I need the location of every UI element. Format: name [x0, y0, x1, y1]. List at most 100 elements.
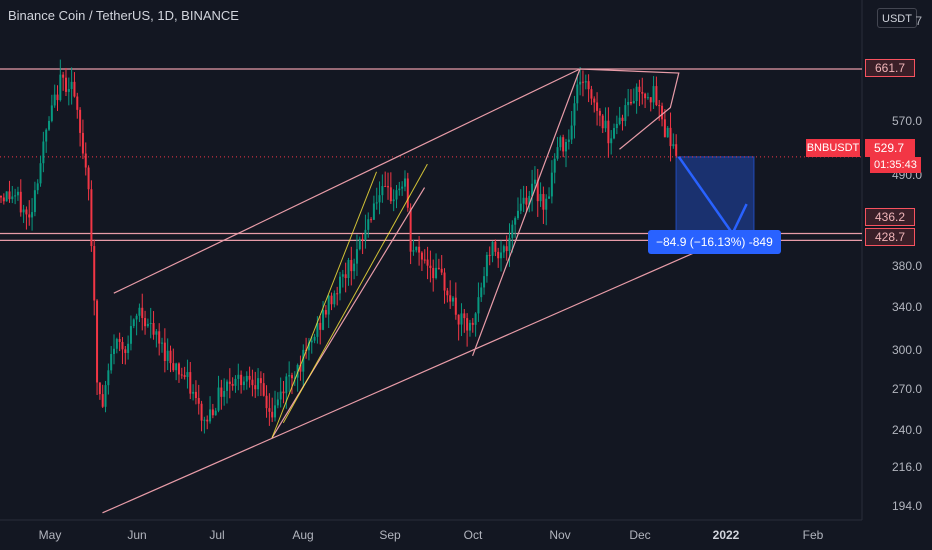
candle-body: [59, 74, 62, 101]
candle-body: [118, 339, 121, 342]
candle-body: [50, 105, 53, 121]
candle-body: [152, 323, 155, 335]
candle-body: [539, 194, 542, 202]
candle-body: [73, 81, 76, 97]
candle-body: [113, 348, 115, 355]
candle-body: [70, 81, 73, 90]
candle-body: [491, 241, 494, 256]
candle-body: [474, 313, 477, 325]
currency-button[interactable]: USDT: [877, 8, 917, 28]
candle-body: [200, 403, 203, 421]
candle-body: [514, 218, 517, 225]
candle-body: [259, 378, 262, 384]
candle-body: [282, 391, 285, 394]
candle-body: [53, 94, 56, 106]
candle-body: [163, 342, 166, 361]
candle-body: [16, 191, 19, 196]
candle-body: [446, 290, 449, 296]
candle-body: [613, 128, 616, 139]
candle-body: [339, 276, 341, 294]
candle-body: [84, 153, 87, 168]
candle-body: [127, 343, 130, 353]
y-axis-tick-label: 570.0: [891, 114, 922, 128]
candle-body: [56, 94, 59, 101]
candle-countdown: 01:35:43: [870, 157, 921, 173]
current-price-label: 529.7: [865, 139, 915, 157]
candle-body: [98, 382, 101, 395]
candle-body: [437, 267, 440, 269]
candle-body: [621, 117, 624, 121]
candle-body: [488, 254, 491, 256]
candle-body: [573, 103, 576, 126]
candle-body: [522, 197, 525, 204]
candle-body: [2, 197, 5, 202]
candle-body: [618, 117, 621, 124]
candle-body: [598, 110, 601, 116]
candle-body: [33, 190, 36, 213]
candle-body: [31, 212, 34, 218]
candle-body: [110, 354, 113, 371]
candle-body: [429, 265, 432, 268]
candle-body: [138, 307, 141, 316]
candle-body: [590, 89, 593, 99]
candle-body: [381, 186, 384, 196]
candle-body: [166, 350, 169, 361]
candle-body: [274, 405, 277, 418]
candle-body: [104, 385, 107, 407]
candle-body: [121, 341, 124, 350]
candle-body: [302, 349, 305, 372]
candle-body: [288, 375, 291, 377]
x-axis-label: Feb: [802, 528, 824, 542]
candle-body: [344, 274, 347, 279]
candle-body: [28, 214, 31, 218]
candle-body: [279, 391, 282, 400]
x-axis-label: Dec: [629, 528, 651, 542]
candle-body: [516, 210, 519, 219]
candle-body: [42, 141, 45, 164]
candle-body: [262, 383, 265, 396]
candle-body: [480, 287, 483, 298]
candle-body: [158, 331, 161, 344]
candle-body: [638, 86, 641, 93]
trendline-upper-wedge-rise: [271, 187, 426, 439]
candle-body: [333, 293, 336, 305]
support-bottom-price-label: 428.7: [865, 228, 915, 246]
wedge-line: [271, 171, 377, 438]
resistance-price-label: 661.7: [865, 59, 915, 77]
x-axis-label: Jul: [209, 528, 225, 542]
candle-body: [124, 349, 127, 353]
candle-body: [203, 419, 206, 421]
candle-body: [471, 322, 474, 325]
candle-body: [5, 191, 8, 202]
candle-body: [240, 374, 243, 386]
candle-body: [234, 378, 237, 386]
candle-body: [276, 399, 279, 406]
candle-body: [483, 276, 486, 288]
candle-body: [593, 98, 596, 103]
candle-body: [144, 318, 147, 327]
candle-body: [161, 342, 164, 344]
candle-body: [398, 188, 401, 191]
candle-body: [454, 297, 457, 315]
candle-body: [81, 132, 84, 154]
candle-body: [19, 191, 22, 213]
chart-title: Binance Coin / TetherUS, 1D, BINANCE: [8, 8, 239, 23]
candle-body: [553, 158, 556, 173]
candle-body: [500, 252, 503, 259]
candle-body: [67, 89, 70, 92]
candle-body: [257, 378, 260, 390]
candle-body: [581, 81, 584, 83]
trendline-channel-upper: [113, 68, 581, 294]
symbol-badge: BNBUSDT: [806, 139, 860, 157]
x-axis-label: Nov: [549, 528, 571, 542]
top-triangle: [579, 68, 680, 150]
y-axis-tick-label: 300.0: [891, 343, 922, 357]
wedge-line: [282, 163, 428, 424]
candle-body: [336, 293, 339, 295]
candle-body: [169, 350, 172, 364]
candle-body: [556, 147, 559, 159]
candle-body: [576, 84, 579, 104]
candle-body: [189, 372, 192, 394]
candle-body: [663, 119, 666, 138]
